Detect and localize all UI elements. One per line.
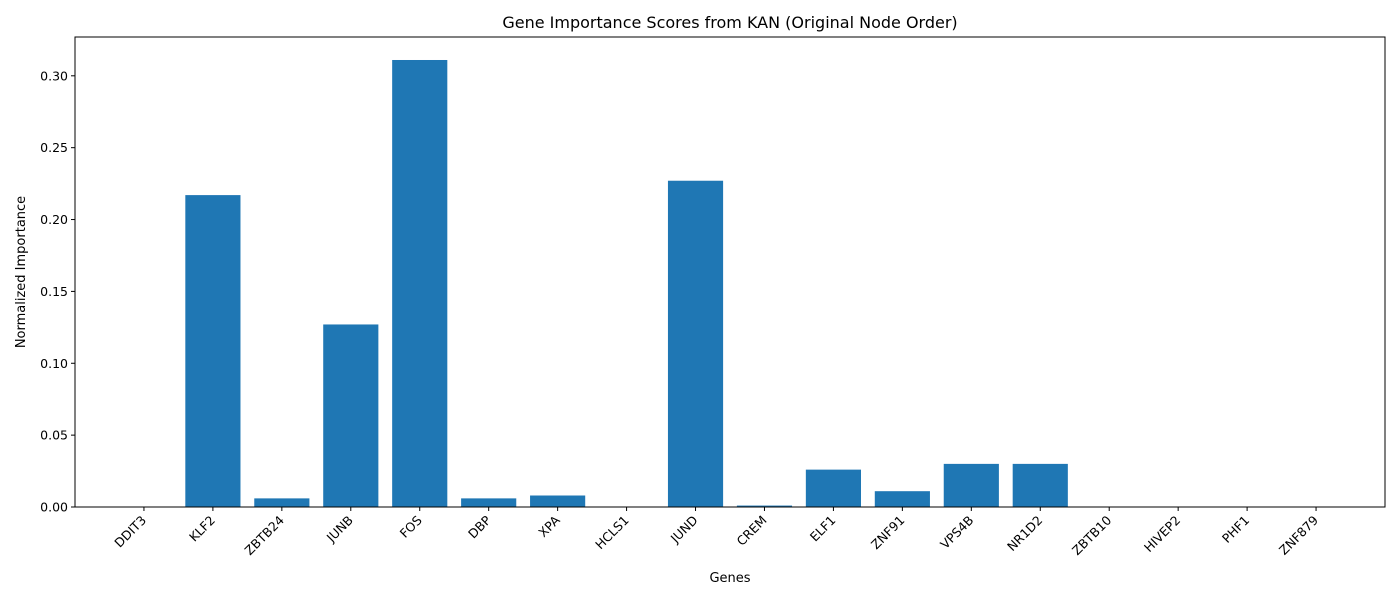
x-tick-label-crem: CREM [733, 513, 769, 549]
bar-jund [667, 180, 724, 507]
x-tick-label-nr1d2: NR1D2 [1004, 513, 1045, 554]
bar-elf1 [805, 469, 861, 507]
bar-vps4b [943, 463, 999, 507]
y-tick-label: 0.00 [40, 500, 68, 515]
y-tick-label: 0.10 [40, 356, 68, 371]
x-tick-label-klf2: KLF2 [186, 513, 218, 545]
x-axis: DDIT3 KLF2 ZBTB24 JUNB FOS DBP XPA HCLS1 JUND CRE… [111, 507, 1321, 558]
bar-zbtb24 [254, 498, 310, 507]
bars-group [185, 59, 1068, 507]
x-tick-label-fos: FOS [397, 512, 425, 540]
x-tick-label-hivep2: HIVEP2 [1141, 513, 1183, 555]
y-tick-label: 0.30 [40, 68, 68, 83]
y-tick-label: 0.20 [40, 212, 68, 227]
x-tick-label-hcls1: HCLS1 [592, 513, 632, 553]
y-axis: 0.00 0.05 0.10 0.15 0.20 0.25 0.30 [40, 68, 75, 515]
bar-crem [736, 505, 793, 507]
x-tick-label-znf91: ZNF91 [868, 513, 908, 553]
x-tick-label-vps4b: VPS4B [937, 513, 976, 552]
x-tick-label-elf1: ELF1 [807, 513, 839, 545]
bar-fos [392, 59, 448, 507]
x-tick-label-znf879: ZNF879 [1276, 512, 1321, 557]
x-tick-label-junb: JUNB [323, 513, 356, 546]
bar-nr1d2 [1012, 463, 1068, 507]
x-tick-label-phf1: PHF1 [1219, 513, 1252, 546]
bar-xpa [530, 495, 586, 507]
x-tick-label-xpa: XPA [535, 512, 563, 540]
x-tick-label-jund: JUND [667, 513, 701, 547]
y-tick-label: 0.05 [40, 428, 68, 443]
chart-title: Gene Importance Scores from KAN (Origina… [502, 13, 957, 32]
x-tick-label-zbtb24: ZBTB24 [242, 512, 287, 557]
bar-dbp [461, 498, 517, 507]
y-tick-label: 0.25 [40, 140, 68, 155]
x-tick-label-dbp: DBP [465, 512, 494, 541]
bar-junb [323, 324, 379, 507]
y-axis-label: Normalized Importance [14, 196, 29, 348]
bar-znf91 [874, 491, 930, 507]
x-tick-label-ddit3: DDIT3 [111, 513, 149, 551]
bar-klf2 [185, 195, 241, 507]
x-axis-label: Genes [709, 571, 750, 586]
plot-frame [74, 36, 1386, 508]
x-tick-label-zbtb10: ZBTB10 [1069, 512, 1114, 557]
y-tick-label: 0.15 [40, 284, 68, 299]
